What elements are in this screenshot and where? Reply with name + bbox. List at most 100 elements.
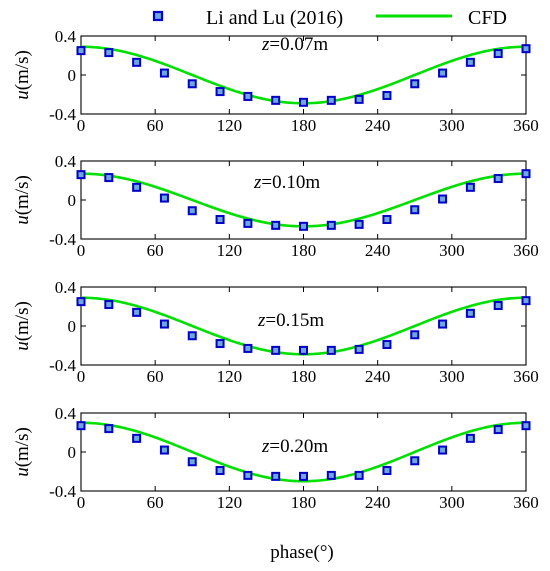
- li-lu-data-point: [438, 319, 448, 329]
- li-lu-data-point: [410, 79, 420, 89]
- li-lu-data-point: [243, 218, 253, 228]
- li-lu-data-point: [465, 182, 475, 192]
- x-tick-label: 360: [513, 241, 539, 260]
- legend-line-label: CFD: [468, 7, 507, 29]
- li-lu-data-point: [465, 433, 475, 443]
- x-tick-label: 60: [147, 367, 164, 386]
- x-tick-label: 240: [365, 367, 391, 386]
- li-lu-data-point: [215, 466, 225, 476]
- subplot-panels: 0 60 120 180 240 300 3600.40-0.4u(m/s)z=0.07m0…: [12, 27, 539, 512]
- y-tick-label: -0.4: [49, 230, 76, 249]
- li-lu-data-point: [104, 173, 114, 183]
- li-lu-data-point: [521, 44, 531, 54]
- li-lu-data-point: [521, 296, 531, 306]
- li-lu-data-point: [382, 466, 392, 476]
- x-tick-label: 240: [365, 116, 391, 135]
- li-lu-data-point: [382, 340, 392, 350]
- y-tick-label: -0.4: [49, 105, 76, 124]
- li-lu-data-point: [187, 79, 197, 89]
- li-lu-data-point: [215, 339, 225, 349]
- li-lu-data-point: [187, 331, 197, 341]
- x-tick-label: 180: [291, 116, 317, 135]
- cfd-series-line: [80, 45, 527, 105]
- li-lu-data-point: [104, 300, 114, 310]
- li-lu-data-point: [299, 97, 308, 107]
- x-tick-label: 120: [217, 493, 243, 512]
- li-lu-data-point: [493, 301, 503, 311]
- y-axis-label: u(m/s): [12, 50, 33, 100]
- x-axis-label: phase(°): [270, 542, 334, 563]
- x-tick-label: 60: [147, 116, 164, 135]
- depth-annotation: z=0.07m: [261, 34, 328, 55]
- li-lu-data-point: [243, 470, 253, 480]
- x-tick-label: 300: [439, 116, 465, 135]
- li-lu-data-point: [438, 194, 448, 204]
- x-tick-label: 240: [365, 493, 391, 512]
- li-lu-data-point: [493, 49, 503, 59]
- x-tick-label: 0: [77, 367, 86, 386]
- li-lu-data-point: [354, 219, 364, 229]
- li-lu-data-point: [243, 343, 253, 353]
- li-lu-data-point: [243, 91, 253, 101]
- li-lu-data-point: [299, 471, 308, 481]
- li-lu-data-point: [187, 457, 197, 467]
- y-tick-label: 0.4: [55, 278, 77, 297]
- li-lu-data-point: [410, 456, 420, 466]
- y-tick-label: 0: [68, 191, 77, 210]
- y-axis-label: u(m/s): [12, 301, 33, 351]
- li-lu-data-point: [159, 68, 169, 78]
- li-lu-data-point: [326, 95, 336, 105]
- li-lu-data-point: [465, 308, 475, 318]
- x-tick-label: 180: [291, 493, 317, 512]
- x-tick-label: 0: [77, 241, 86, 260]
- x-tick-label: 60: [147, 241, 164, 260]
- li-lu-data-point: [493, 174, 503, 184]
- y-tick-label: 0: [68, 317, 77, 336]
- li-lu-data-point: [438, 445, 448, 455]
- y-tick-label: 0.4: [55, 404, 77, 423]
- li-lu-data-point: [159, 445, 169, 455]
- li-lu-data-point: [521, 421, 531, 431]
- li-lu-data-point: [410, 205, 420, 215]
- x-tick-label: 180: [291, 367, 317, 386]
- li-lu-data-point: [271, 95, 281, 105]
- li-lu-data-point: [76, 421, 86, 431]
- li-lu-data-point: [326, 220, 336, 230]
- li-lu-data-point: [271, 345, 281, 355]
- li-lu-data-point: [132, 182, 142, 192]
- x-tick-label: 360: [513, 367, 539, 386]
- li-lu-data-point: [354, 94, 364, 104]
- depth-annotation: z=0.10m: [253, 172, 320, 193]
- y-tick-label: -0.4: [49, 356, 76, 375]
- li-lu-data-point: [271, 220, 281, 230]
- li-lu-data-point: [76, 297, 86, 307]
- li-lu-data-point: [326, 345, 336, 355]
- x-tick-label: 240: [365, 241, 391, 260]
- li-lu-data-point: [299, 345, 308, 355]
- li-lu-data-point: [326, 470, 336, 480]
- x-tick-label: 0: [77, 116, 86, 135]
- li-lu-data-point: [271, 471, 281, 481]
- li-lu-data-point: [465, 57, 475, 67]
- y-tick-label: 0.4: [55, 152, 77, 171]
- legend: Li and Lu (2016) CFD: [152, 7, 507, 29]
- x-tick-label: 120: [217, 116, 243, 135]
- x-tick-label: 300: [439, 493, 465, 512]
- x-tick-label: 300: [439, 367, 465, 386]
- x-tick-label: 60: [147, 493, 164, 512]
- x-tick-label: 120: [217, 241, 243, 260]
- y-axis-label: u(m/s): [12, 427, 33, 477]
- y-tick-label: -0.4: [49, 482, 76, 501]
- x-tick-label: 300: [439, 241, 465, 260]
- x-tick-label: 0: [77, 493, 86, 512]
- depth-annotation: z=0.20m: [261, 436, 328, 457]
- li-lu-data-point: [354, 344, 364, 354]
- li-lu-data-point: [132, 57, 142, 67]
- li-lu-data-point: [159, 193, 169, 203]
- li-lu-data-point: [159, 319, 169, 329]
- y-axis-label: u(m/s): [12, 175, 33, 225]
- li-lu-data-point: [215, 87, 225, 97]
